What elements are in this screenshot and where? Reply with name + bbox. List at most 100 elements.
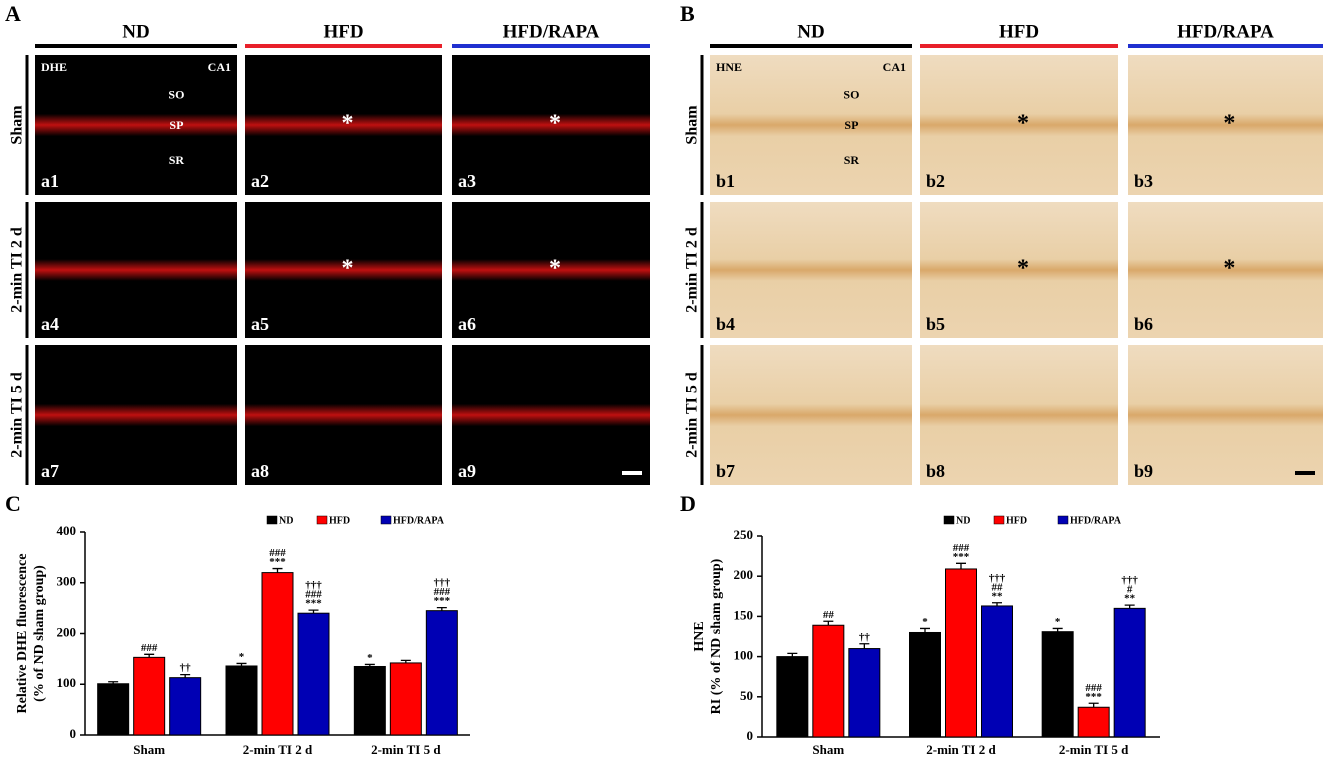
column-header: HFD bbox=[323, 21, 363, 42]
significance-label: ### bbox=[305, 589, 322, 601]
micrograph bbox=[245, 345, 442, 485]
micrograph bbox=[1128, 345, 1323, 485]
significance-label: ### bbox=[141, 642, 158, 654]
row-label: 2-min TI 2 d bbox=[9, 227, 26, 313]
stain-label: DHE bbox=[41, 60, 67, 74]
layer-label: SP bbox=[169, 118, 183, 132]
marker: * bbox=[341, 111, 353, 137]
image-tag: b3 bbox=[1134, 171, 1153, 191]
error-bar bbox=[400, 659, 411, 663]
legend-swatch bbox=[943, 515, 955, 525]
legend-label: ND bbox=[956, 515, 970, 526]
legend-label: HFD bbox=[1006, 515, 1027, 526]
column-header: ND bbox=[122, 21, 149, 42]
significance-label: *** bbox=[1085, 691, 1102, 703]
micrograph bbox=[452, 202, 650, 338]
x-tick-label: 2-min TI 5 d bbox=[371, 742, 441, 757]
micrograph bbox=[35, 345, 237, 485]
image-tag: b1 bbox=[716, 171, 735, 191]
legend-swatch bbox=[316, 515, 328, 525]
y-tick-label: 100 bbox=[734, 648, 754, 663]
error-bar bbox=[436, 606, 447, 611]
bar bbox=[169, 677, 202, 736]
error-bar bbox=[236, 662, 247, 666]
y-axis-label: RI (% of ND sham group) bbox=[709, 558, 724, 714]
layer-label: SP bbox=[844, 118, 858, 132]
micrograph bbox=[920, 55, 1118, 195]
micrograph bbox=[245, 55, 442, 195]
x-tick-label: Sham bbox=[133, 742, 165, 757]
image-tag: b7 bbox=[716, 461, 735, 481]
error-bar bbox=[308, 609, 319, 614]
layer-label: SO bbox=[168, 87, 184, 101]
significance-label: †† bbox=[859, 631, 871, 643]
legend-swatch bbox=[1057, 515, 1069, 525]
error-bar bbox=[1124, 604, 1135, 609]
significance-label: *** bbox=[305, 598, 322, 610]
micrograph bbox=[710, 55, 912, 195]
x-tick-label: 2-min TI 5 d bbox=[1059, 742, 1129, 757]
y-tick-label: 0 bbox=[70, 726, 77, 741]
bar bbox=[353, 665, 386, 736]
significance-label: ††† bbox=[434, 577, 451, 589]
error-bar bbox=[108, 681, 119, 684]
error-bar bbox=[364, 663, 375, 667]
significance-label: ** bbox=[992, 590, 1004, 602]
significance-label: *** bbox=[434, 595, 451, 607]
bar bbox=[945, 568, 977, 738]
layer-label: SR bbox=[169, 153, 185, 167]
bar bbox=[133, 656, 166, 736]
legend-label: HFD/RAPA bbox=[393, 515, 445, 526]
bar bbox=[1041, 631, 1074, 738]
bar bbox=[981, 605, 1013, 738]
significance-label: ** bbox=[1124, 593, 1136, 605]
error-bar bbox=[956, 562, 966, 569]
image-tag: b6 bbox=[1134, 314, 1153, 334]
micrograph bbox=[1128, 55, 1323, 195]
column-header: HFD/RAPA bbox=[1177, 21, 1274, 42]
error-bar bbox=[992, 602, 1002, 606]
error-bar bbox=[272, 567, 283, 573]
image-tag: a4 bbox=[41, 314, 59, 334]
bar bbox=[297, 612, 330, 736]
legend-label: HFD/RAPA bbox=[1070, 515, 1122, 526]
significance-label: *** bbox=[953, 551, 970, 563]
micrograph bbox=[35, 202, 237, 338]
y-tick-label: 0 bbox=[747, 728, 754, 743]
significance-label: †† bbox=[180, 662, 192, 674]
bar bbox=[389, 662, 422, 736]
legend-swatch bbox=[380, 515, 392, 525]
y-tick-label: 200 bbox=[734, 567, 754, 582]
bar bbox=[909, 631, 941, 738]
micrograph bbox=[452, 55, 650, 195]
significance-label: ††† bbox=[1121, 575, 1138, 587]
marker: * bbox=[1223, 256, 1235, 282]
region-label: CA1 bbox=[883, 60, 906, 74]
marker: * bbox=[1017, 256, 1029, 282]
significance-label: ††† bbox=[989, 572, 1006, 584]
marker: * bbox=[549, 111, 561, 137]
micrograph bbox=[1128, 202, 1323, 338]
bar bbox=[97, 683, 130, 736]
panel-letter: A bbox=[5, 1, 21, 26]
y-axis-label: (% of ND sham group) bbox=[32, 565, 47, 702]
significance-label: * bbox=[1055, 616, 1061, 628]
bar bbox=[776, 656, 809, 738]
significance-label: # bbox=[1127, 584, 1133, 596]
stain-label: HNE bbox=[716, 60, 742, 74]
image-tag: b4 bbox=[716, 314, 735, 334]
image-tag: a3 bbox=[458, 171, 476, 191]
error-bar bbox=[144, 653, 155, 658]
bar bbox=[848, 648, 881, 738]
image-tag: b9 bbox=[1134, 461, 1153, 481]
error-bar bbox=[823, 620, 834, 626]
micrograph bbox=[920, 345, 1118, 485]
error-bar bbox=[787, 652, 798, 657]
micrograph bbox=[452, 345, 650, 485]
bar bbox=[261, 572, 294, 736]
image-tag: a5 bbox=[251, 314, 269, 334]
column-header: HFD bbox=[999, 21, 1039, 42]
scale-bar bbox=[622, 471, 642, 475]
significance-label: ### bbox=[269, 547, 286, 559]
